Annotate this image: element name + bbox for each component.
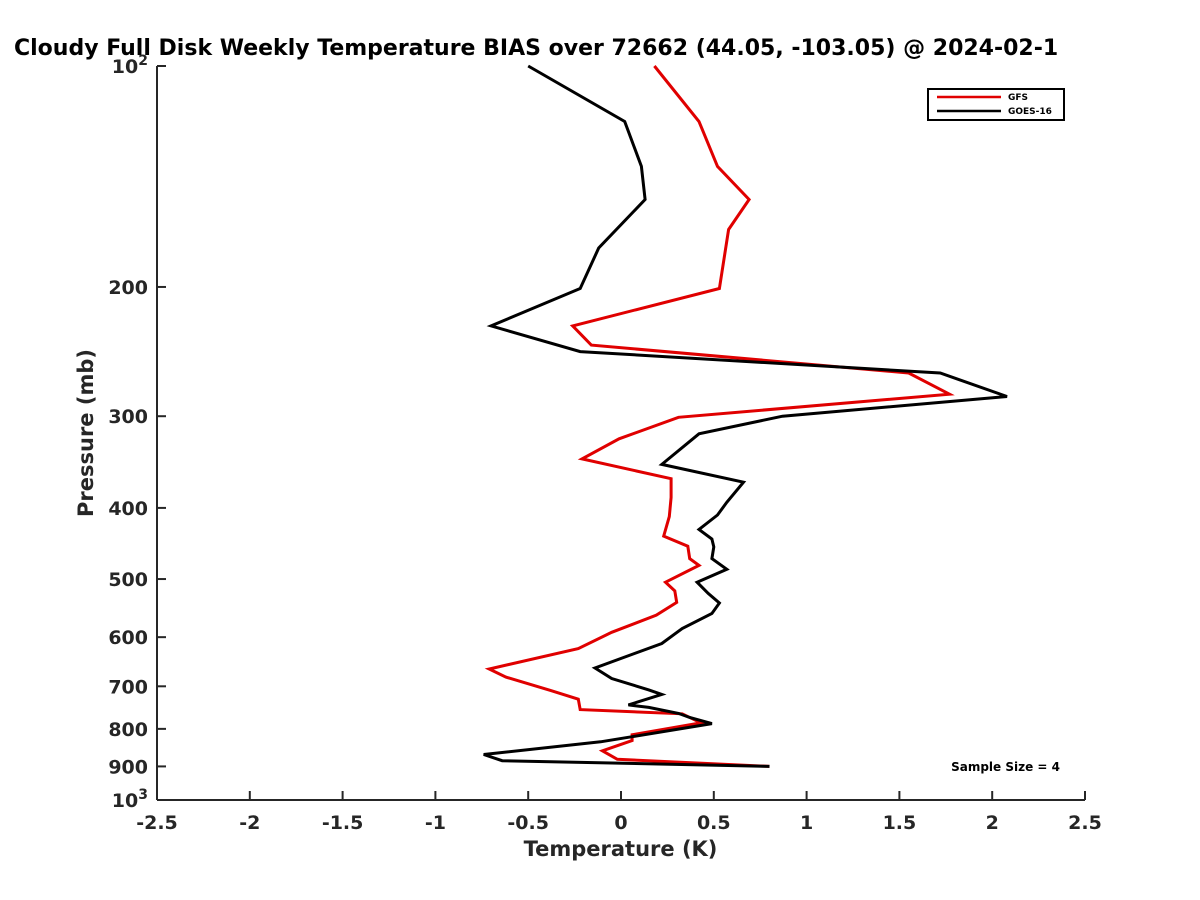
y-tick-label: 300 [108,406,148,428]
y-tick-label: 103 [112,787,148,812]
x-tick-label: 1 [800,812,813,834]
y-axis-label: Pressure (mb) [74,349,98,517]
legend-box [927,88,1065,121]
y-tick-label: 600 [108,627,148,649]
plot-lines [483,64,1008,768]
axes: -2.5 -2 -1.5 -1 -0.5 0 0.5 1 1.5 2 2.5 102 200 300 400… [108,53,1102,834]
y-tick-label: 800 [108,719,148,741]
legend-entry-label: GOES-16 [1008,107,1052,117]
x-tick-label: 0 [614,812,627,834]
x-tick-label: -1 [425,812,446,834]
legend: GFS GOES-16 [927,88,1065,121]
sample-size-annotation: Sample Size = 4 [951,760,1060,774]
series-line-gfs [484,65,955,768]
y-tick-label: 400 [108,498,148,520]
x-tick-label: -2.5 [136,812,178,834]
x-tick-label: -2 [239,812,260,834]
x-tick-label: 2.5 [1068,812,1102,834]
y-tick-label: 900 [108,756,148,778]
x-tick-label: -0.5 [507,812,549,834]
x-tick-label: 2 [986,812,999,834]
x-tick-label: 1.5 [883,812,917,834]
y-tick-label: 200 [108,277,148,299]
series-line-goes-16 [483,64,1008,768]
y-tick-label: 700 [108,676,148,698]
x-axis-label: Temperature (K) [524,837,718,861]
legend-entry-label: GFS [1008,93,1028,103]
y-tick-label: 500 [108,569,148,591]
x-tick-label: 0.5 [697,812,731,834]
chart-title: Cloudy Full Disk Weekly Temperature BIAS… [14,36,1058,61]
x-tick-label: -1.5 [322,812,364,834]
y-tick-label: 102 [112,53,148,78]
